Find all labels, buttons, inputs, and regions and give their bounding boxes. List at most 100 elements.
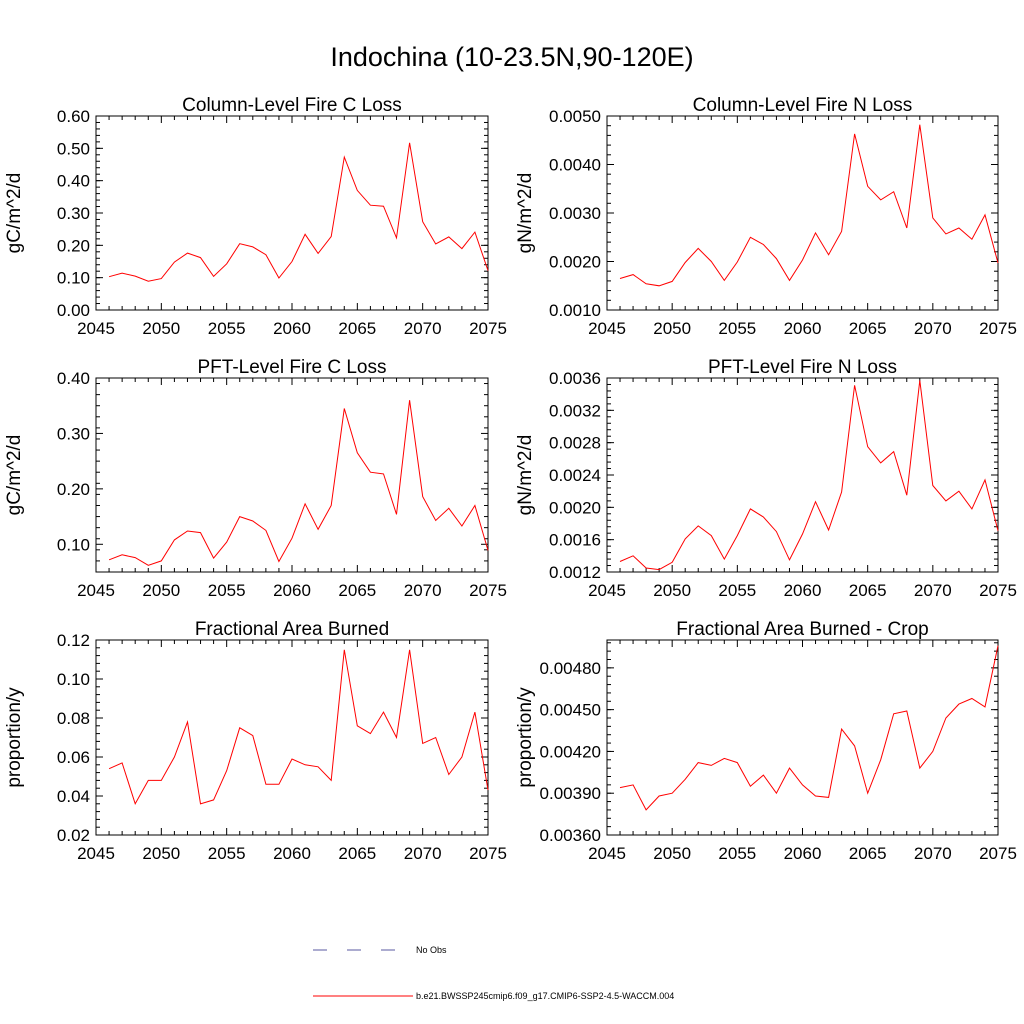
y-axis-label: proportion/y	[515, 687, 536, 788]
y-tick-label: 0.00420	[540, 742, 601, 761]
series-line	[108, 400, 489, 566]
y-tick-label: 0.0024	[549, 466, 601, 485]
x-tick-label: 2055	[718, 319, 756, 338]
y-tick-label: 0.10	[57, 269, 90, 288]
y-tick-label: 0.40	[57, 172, 90, 191]
y-tick-label: 0.20	[57, 236, 90, 255]
y-tick-label: 0.40	[57, 369, 90, 388]
x-tick-label: 2075	[979, 844, 1017, 863]
y-tick-label: 0.0032	[549, 401, 601, 420]
x-tick-label: 2050	[653, 844, 691, 863]
x-tick-label: 2070	[914, 319, 952, 338]
y-axis-label: gC/m^2/d	[4, 173, 25, 254]
panel-1: Column-Level Fire C Loss 2045 2050 2055 2060…	[4, 95, 507, 338]
x-tick-label: 2055	[718, 581, 756, 600]
series-line	[108, 142, 489, 282]
plot-frame	[606, 377, 999, 573]
x-tick-label: 2055	[208, 581, 246, 600]
panel-title: PFT-Level Fire C Loss	[198, 357, 387, 378]
y-tick-label: 0.00480	[540, 659, 601, 678]
x-tick-label: 2045	[77, 844, 115, 863]
y-tick-label: 0.00450	[540, 701, 601, 720]
x-tick-label: 2060	[784, 319, 822, 338]
y-tick-label: 0.0020	[549, 498, 601, 517]
panel-title: Fractional Area Burned - Crop	[676, 619, 928, 640]
x-tick-label: 2065	[849, 844, 887, 863]
y-tick-label: 0.0028	[549, 434, 601, 453]
x-tick-label: 2045	[77, 319, 115, 338]
x-tick-label: 2065	[338, 319, 376, 338]
y-tick-label: 0.04	[57, 787, 90, 806]
x-tick-label: 2070	[914, 581, 952, 600]
panel-title: Column-Level Fire N Loss	[693, 95, 913, 116]
y-tick-label: 0.10	[57, 535, 90, 554]
x-tick-label: 2075	[979, 319, 1017, 338]
y-tick-label: 0.0010	[549, 301, 601, 320]
y-tick-label: 0.60	[57, 107, 90, 126]
x-tick-label: 2070	[404, 581, 442, 600]
x-tick-label: 2050	[653, 581, 691, 600]
x-tick-label: 2060	[273, 319, 311, 338]
x-tick-label: 2065	[338, 844, 376, 863]
x-tick-label: 2050	[142, 319, 180, 338]
x-tick-label: 2060	[784, 581, 822, 600]
panel-4: PFT-Level Fire N Loss 2045 2050 2055 2060 206…	[515, 357, 1017, 600]
y-tick-label: 0.20	[57, 480, 90, 499]
x-tick-label: 2060	[273, 581, 311, 600]
y-tick-label: 0.0036	[549, 369, 601, 388]
x-tick-label: 2075	[469, 581, 507, 600]
x-tick-label: 2050	[653, 319, 691, 338]
x-tick-label: 2045	[588, 581, 626, 600]
series-line	[619, 380, 999, 571]
y-tick-label: 0.10	[57, 670, 90, 689]
x-tick-label: 2070	[404, 319, 442, 338]
x-tick-label: 2060	[273, 844, 311, 863]
x-tick-label: 2060	[784, 844, 822, 863]
y-tick-label: 0.12	[57, 631, 90, 650]
panel-5: Fractional Area Burned 2045 2050 2055 2060 20…	[4, 619, 507, 863]
y-tick-label: 0.30	[57, 204, 90, 223]
y-tick-label: 0.00360	[540, 826, 601, 845]
y-axis-label: gN/m^2/d	[515, 173, 536, 254]
panel-2: Column-Level Fire N Loss 2045 2050 2055 2060…	[515, 95, 1017, 338]
y-axis-label: gC/m^2/d	[4, 435, 25, 516]
y-tick-label: 0.00	[57, 301, 90, 320]
x-tick-label: 2055	[208, 319, 246, 338]
plot-frame	[606, 639, 999, 836]
y-tick-label: 0.00390	[540, 784, 601, 803]
x-tick-label: 2055	[718, 844, 756, 863]
series-line	[619, 124, 999, 287]
y-tick-label: 0.0050	[549, 107, 601, 126]
y-tick-label: 0.0012	[549, 563, 601, 582]
x-tick-label: 2070	[404, 844, 442, 863]
figure-title: Indochina (10-23.5N,90-120E)	[330, 42, 693, 72]
legend-label-no-obs: No Obs	[416, 945, 447, 955]
legend-entry-no-obs: No Obs	[313, 945, 447, 955]
legend-label-model-run: b.e21.BWSSP245cmip6.f09_g17.CMIP6-SSP2-4…	[416, 991, 674, 1001]
y-tick-label: 0.02	[57, 826, 90, 845]
y-tick-label: 0.06	[57, 748, 90, 767]
panel-3: PFT-Level Fire C Loss 2045 2050 2055 2060 206…	[4, 357, 507, 600]
series-line	[619, 645, 999, 811]
panel-6: Fractional Area Burned - Crop 2045 2050 205…	[515, 619, 1017, 863]
y-axis-label: proportion/y	[4, 687, 25, 788]
y-tick-label: 0.0030	[549, 204, 601, 223]
panel-title: PFT-Level Fire N Loss	[708, 357, 897, 378]
y-tick-label: 0.30	[57, 424, 90, 443]
plot-frame	[95, 639, 489, 836]
x-tick-label: 2050	[142, 844, 180, 863]
y-tick-label: 0.50	[57, 139, 90, 158]
y-tick-label: 0.0020	[549, 253, 601, 272]
y-tick-label: 0.0040	[549, 156, 601, 175]
x-tick-label: 2050	[142, 581, 180, 600]
x-tick-label: 2075	[469, 844, 507, 863]
panel-title: Column-Level Fire C Loss	[182, 95, 402, 116]
plot-frame	[606, 115, 999, 311]
x-tick-label: 2070	[914, 844, 952, 863]
series-line	[108, 649, 489, 806]
x-tick-label: 2045	[588, 844, 626, 863]
x-tick-label: 2045	[77, 581, 115, 600]
y-tick-label: 0.0016	[549, 531, 601, 550]
x-tick-label: 2065	[338, 581, 376, 600]
plot-frame	[95, 115, 489, 311]
